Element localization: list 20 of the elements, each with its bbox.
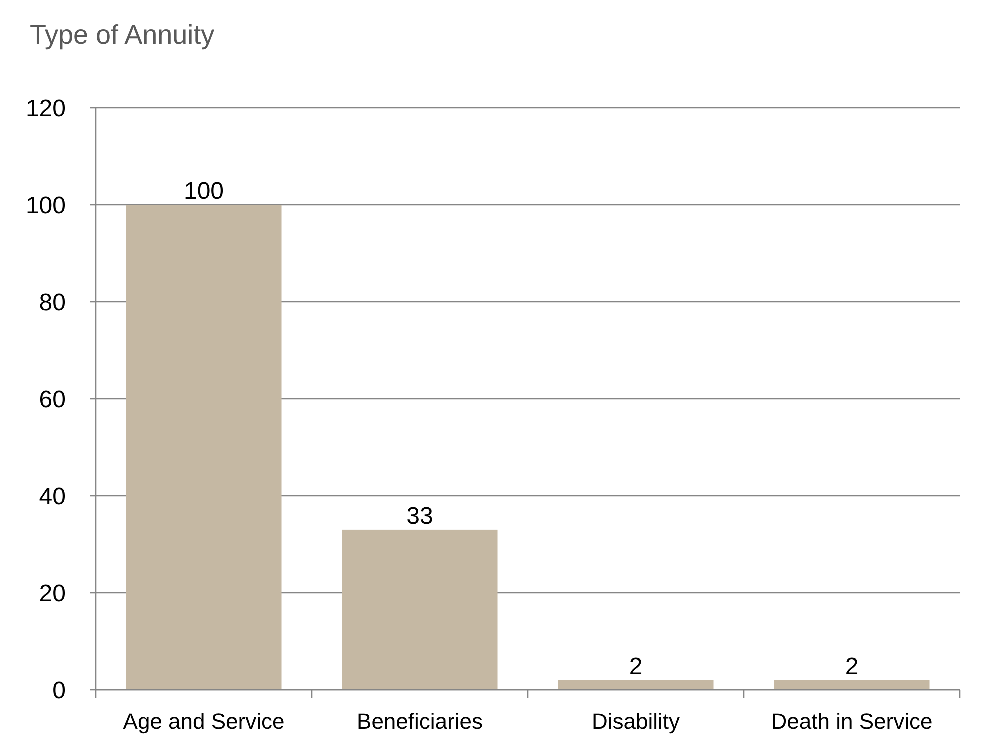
y-tick-label: 20 <box>39 580 66 608</box>
bar <box>774 680 930 690</box>
x-tick-label: Disability <box>592 709 680 734</box>
x-tick-label: Beneficiaries <box>357 709 483 734</box>
data-label: 33 <box>406 502 434 530</box>
y-tick-label: 120 <box>26 95 66 122</box>
x-tick-label: Age and Service <box>123 709 285 734</box>
bar <box>342 530 498 690</box>
y-tick-label: 40 <box>39 483 66 510</box>
y-tick-label: 60 <box>39 386 66 414</box>
bar <box>558 680 714 690</box>
data-label: 2 <box>845 653 859 680</box>
bar <box>126 205 282 690</box>
chart-title: Type of Annuity <box>30 20 216 50</box>
y-tick-label: 80 <box>39 289 66 316</box>
data-label: 100 <box>184 178 224 205</box>
x-tick-label: Death in Service <box>771 709 933 734</box>
data-label: 2 <box>629 653 643 680</box>
y-tick-label: 100 <box>26 192 66 220</box>
y-tick-label: 0 <box>52 677 66 704</box>
